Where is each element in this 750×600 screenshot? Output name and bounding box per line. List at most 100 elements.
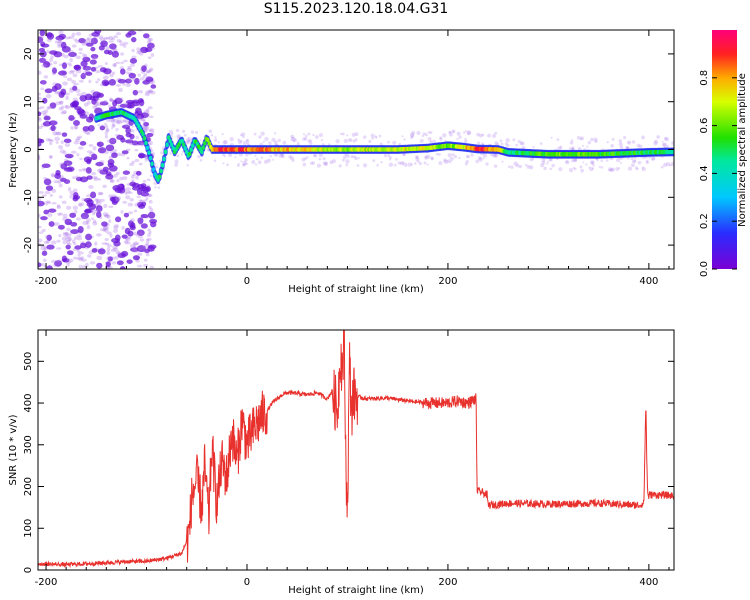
spectrogram-halo-point	[110, 99, 115, 103]
track-core	[187, 151, 192, 157]
spectrogram-noise-point	[125, 187, 132, 192]
spectrogram-noise-point	[130, 218, 135, 223]
spectrogram-noise-point	[112, 123, 116, 128]
spectrogram-halo-point	[368, 139, 372, 144]
spectrogram-noise-point	[97, 147, 107, 154]
track-core	[144, 140, 148, 146]
spectrogram-noise-point	[106, 247, 111, 252]
spectrogram-noise-point	[136, 245, 146, 253]
spectrogram-noise-point	[57, 42, 62, 47]
spectrogram-noise-point	[113, 118, 119, 123]
spectrogram-halo-point	[271, 137, 276, 142]
spectrogram-halo-point	[304, 157, 307, 160]
spectrogram-halo-point	[451, 129, 456, 134]
spectrogram-halo-point	[573, 167, 577, 171]
spectrogram-noise-point	[74, 245, 82, 250]
spectrogram-noise-point	[46, 265, 53, 269]
spectrogram-noise-point	[48, 138, 53, 142]
snr-x-axis-label: Height of straight line (km)	[288, 585, 424, 596]
spectrogram-halo-point	[482, 157, 485, 160]
track-core	[145, 145, 150, 151]
spectrogram-noise-point	[128, 72, 137, 79]
spectrogram-noise-point	[121, 150, 129, 155]
spectrogram-halo-point	[258, 135, 262, 139]
spectrogram-noise-point	[119, 43, 125, 47]
spectrogram-halo-point	[424, 156, 428, 159]
spectrogram-noise-point	[80, 258, 87, 262]
spectrogram-noise-point	[119, 103, 128, 108]
spectrogram-noise-point	[39, 106, 45, 109]
spectrogram-noise-point	[85, 71, 93, 76]
spectrogram-noise-point	[53, 61, 58, 65]
track-core	[148, 155, 153, 161]
spectrogram-noise-point	[141, 118, 146, 122]
spectrogram-noise-point	[90, 53, 99, 59]
spectrogram-halo-point	[543, 166, 547, 171]
spectrogram-noise-point	[149, 140, 153, 146]
spectrogram-noise-point	[65, 95, 69, 101]
spectrogram-noise-point	[149, 67, 154, 72]
spectrogram-halo-point	[456, 137, 459, 141]
spectrogram-noise-point	[73, 236, 78, 240]
spectrogram-noise-point	[136, 47, 141, 52]
spectrogram-halo-point	[185, 138, 190, 142]
spectrogram-halo-point	[423, 161, 427, 165]
spectrogram-halo-point	[458, 156, 461, 160]
spectrogram-noise-point	[73, 38, 78, 41]
spectrogram-y-tick-label: 20	[23, 48, 34, 61]
spectrogram-noise-point	[46, 244, 55, 250]
spectrogram-panel: -200 0 200 400 -20 -10 0 10 20 Height of straigh…	[8, 29, 675, 295]
spectrogram-noise-point	[47, 213, 53, 218]
spectrogram-noise-point	[129, 133, 135, 140]
spectrogram-halo-point	[426, 154, 431, 159]
spectrogram-noise-point	[104, 62, 108, 65]
spectrogram-noise-point	[149, 265, 154, 269]
spectrogram-noise-point	[49, 58, 53, 63]
spectrogram-noise-point	[100, 40, 108, 48]
spectrogram-noise-point	[104, 125, 109, 129]
spectrogram-halo-point	[94, 102, 99, 106]
spectrogram-noise-point	[67, 187, 72, 192]
spectrogram-noise-point	[120, 68, 126, 75]
spectrogram-halo-point	[107, 104, 112, 108]
spectrogram-halo-point	[402, 153, 406, 157]
spectrogram-noise-point	[75, 31, 82, 36]
spectrogram-noise-point	[95, 205, 103, 213]
spectrogram-halo-point	[144, 156, 149, 161]
spectrogram-halo-point	[663, 136, 668, 141]
spectrogram-noise-point	[64, 153, 74, 159]
spectrogram-halo-point	[253, 132, 257, 136]
spectrogram-halo-point	[665, 162, 670, 167]
spectrogram-noise-point	[91, 248, 98, 253]
spectrogram-halo-point	[291, 136, 294, 140]
spectrogram-halo-point	[506, 143, 510, 148]
spectrogram-noise-point	[86, 225, 91, 230]
spectrogram-noise-point	[136, 140, 146, 146]
spectrogram-halo-point	[293, 138, 297, 142]
spectrogram-noise-point	[131, 179, 135, 183]
spectrogram-halo-point	[424, 155, 429, 160]
spectrogram-noise-point	[43, 240, 49, 244]
spectrogram-noise-point	[80, 73, 86, 80]
spectrogram-noise-point	[72, 205, 79, 210]
spectrogram-noise-point	[105, 36, 110, 40]
frequency-track	[94, 107, 674, 185]
spectrogram-halo-point	[415, 155, 419, 159]
spectrogram-noise-point	[99, 83, 105, 87]
spectrogram-halo-point	[494, 131, 498, 135]
spectrogram-noise-point	[140, 191, 150, 197]
spectrogram-halo-point	[453, 154, 458, 159]
spectrogram-halo-point	[466, 154, 471, 159]
spectrogram-noise-point	[130, 63, 135, 67]
spectrogram-noise-point	[65, 237, 72, 242]
spectrogram-noise-point	[55, 101, 61, 106]
spectrogram-halo-point	[631, 159, 636, 164]
spectrogram-noise-point	[51, 67, 58, 74]
spectrogram-noise-point	[100, 170, 107, 174]
spectrogram-noise-point	[64, 36, 71, 40]
spectrogram-halo-point	[519, 141, 524, 146]
spectrogram-noise-point	[50, 240, 57, 245]
spectrogram-noise-point	[107, 256, 113, 262]
spectrogram-noise-point	[51, 201, 57, 205]
spectrogram-halo-point	[653, 139, 659, 144]
